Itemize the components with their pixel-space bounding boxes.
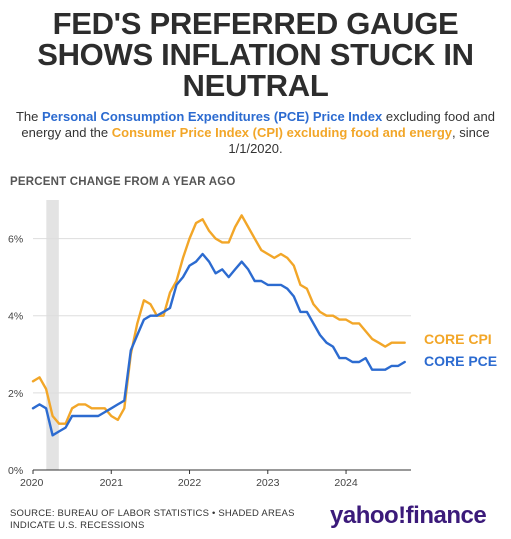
series-line-core-pce (31, 252, 406, 437)
source-line: INDICATE U.S. RECESSIONS (10, 520, 145, 531)
subtitle-suffix: , since 1/1/2020. (228, 125, 490, 156)
subtitle-middle: excluding food and energy and the (21, 109, 495, 140)
source-note: SOURCE: BUREAU OF LABOR STATISTICS • SHA… (10, 508, 295, 532)
subtitle-cpi: Consumer Price Index (CPI) excluding foo… (111, 125, 452, 140)
x-tick-label: 2024 (334, 477, 358, 489)
title-line: FED'S PREFERRED GAUGE (52, 6, 459, 41)
series-label-core-pce: CORE PCE (424, 353, 497, 369)
x-tick-label: 2023 (256, 477, 280, 489)
y-tick-label: 4% (8, 311, 23, 323)
chart-title: FED'S PREFERRED GAUGE SHOWS INFLATION ST… (0, 8, 511, 101)
yahoo-finance-logo: yahoo!finance (330, 502, 487, 529)
chart-subtitle: The Personal Consumption Expenditures (P… (14, 109, 497, 157)
line-chart: 0% 2% 4% 6% 2020 2021 2022 2023 2024 CORE CPI CORE… (8, 200, 497, 489)
title-line: NEUTRAL (182, 68, 329, 103)
y-tick-label: 0% (8, 465, 23, 477)
subtitle-pce: Personal Consumption Expenditures (PCE) … (42, 109, 383, 124)
subtitle-prefix: The (15, 109, 42, 124)
recession-band (46, 200, 59, 470)
series-label-core-cpi: CORE CPI (424, 331, 492, 347)
y-tick-label: 6% (8, 234, 23, 246)
y-tick-label: 2% (8, 388, 23, 400)
x-tick-label: 2020 (20, 477, 44, 489)
source-line: SOURCE: BUREAU OF LABOR STATISTICS • SHA… (10, 508, 295, 519)
y-axis-label: PERCENT CHANGE FROM A YEAR AGO (10, 176, 236, 188)
x-tick-label: 2021 (100, 477, 124, 489)
series-line-core-cpi (31, 214, 406, 425)
x-tick-label: 2022 (178, 477, 202, 489)
title-line: SHOWS INFLATION STUCK IN (37, 37, 474, 72)
